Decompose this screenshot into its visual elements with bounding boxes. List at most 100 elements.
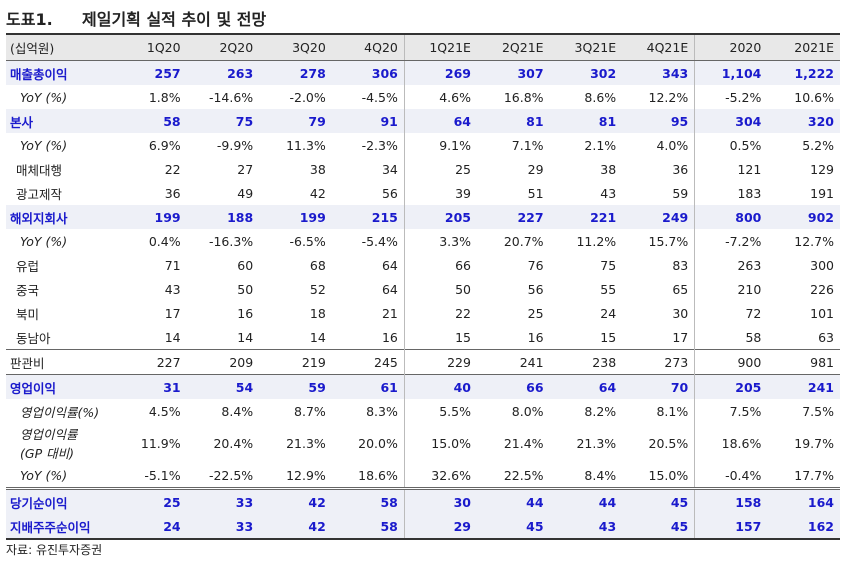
source: 자료: 유진투자증권 — [6, 543, 103, 557]
cell: 43 — [164, 281, 181, 297]
cell: 4.5% — [148, 403, 181, 419]
cell: 2.1% — [584, 137, 617, 153]
table-row: 해외지회사 199 188 199 215 205 227 221 249 800 902 — [6, 205, 840, 229]
cell: 17 — [164, 305, 181, 321]
row-label: YoY (%) — [20, 137, 68, 153]
cell: 39 — [403, 181, 477, 205]
cell: 50 — [403, 277, 477, 301]
cell: 1,104 — [694, 60, 768, 85]
cell: 66 — [403, 253, 477, 277]
cell: -0.4% — [694, 463, 768, 489]
cell: -6.5% — [289, 233, 326, 249]
cell: 257 — [114, 60, 187, 85]
cell: 18 — [309, 305, 326, 321]
cell: 34 — [381, 161, 398, 177]
cell: 199 — [259, 205, 332, 229]
row-label: 영업이익률(%) — [20, 404, 100, 420]
row-label: 광고제작 — [16, 186, 63, 202]
cell: 36 — [164, 185, 181, 201]
row-label: YoY (%) — [20, 89, 68, 105]
row-label: 유럽 — [16, 258, 40, 274]
cell: 129 — [810, 161, 834, 177]
cell: 263 — [694, 253, 768, 277]
column-header: (십억원) — [6, 33, 114, 61]
cell: 209 — [186, 349, 260, 375]
cell: 40 — [403, 374, 477, 399]
cell: -5.2% — [694, 85, 768, 109]
table-row: 광고제작 36 49 42 56 39 51 43 59 183 191 — [6, 181, 840, 205]
cell: 162 — [767, 514, 840, 540]
cell: 22 — [164, 161, 181, 177]
cell: 58 — [694, 325, 768, 350]
cell: 59 — [259, 374, 332, 399]
cell: 3.3% — [403, 229, 477, 253]
cell: 5.2% — [802, 137, 834, 153]
cell: 50 — [237, 281, 254, 297]
cell: 12.7% — [794, 233, 834, 249]
cell: 241 — [767, 374, 840, 399]
cell: 21.4% — [503, 435, 544, 451]
cell: 21.3% — [576, 435, 617, 451]
cell: 157 — [694, 514, 768, 540]
cell: 278 — [259, 60, 332, 85]
figure-number: 도표1. — [6, 10, 53, 29]
table-row: 동남아 14 14 14 16 15 16 15 17 58 63 — [6, 325, 840, 350]
row-label: 영업이익 — [6, 374, 114, 399]
table-row: YoY (%) -5.1% -22.5% 12.9% 18.6% 32.6% 22.5% 8.… — [6, 463, 840, 489]
cell: 205 — [403, 205, 477, 229]
row-label: 해외지회사 — [6, 205, 114, 229]
cell: 91 — [331, 109, 405, 133]
cell: 25 — [527, 305, 544, 321]
cell: 981 — [767, 349, 840, 375]
column-header: 2020 — [694, 33, 768, 61]
cell: 221 — [549, 205, 623, 229]
cell: 55 — [600, 281, 617, 297]
cell: 27 — [237, 161, 254, 177]
cell: 9.1% — [403, 133, 477, 157]
cell: 30 — [672, 305, 689, 321]
cell: 29 — [527, 161, 544, 177]
header-row: (십억원) 1Q20 2Q20 3Q20 4Q20 1Q21E 2Q21E 3Q21E 4Q21… — [6, 33, 840, 61]
cell: 7.1% — [511, 137, 544, 153]
cell: 20.4% — [213, 435, 254, 451]
cell: 199 — [114, 205, 187, 229]
cell: 8.2% — [584, 403, 617, 419]
cell: 64 — [381, 257, 398, 273]
cell: -4.5% — [361, 89, 398, 105]
cell: 7.5% — [694, 399, 768, 423]
cell: 121 — [694, 157, 768, 181]
cell: 183 — [694, 181, 768, 205]
table-row: 영업이익률 (GP 대비) 11.9% 20.4% 21.3% 20.0% 15.0% 21… — [6, 423, 840, 463]
cell: 66 — [476, 374, 550, 399]
column-header: 2Q20 — [186, 33, 260, 61]
table-row: 지배주주순이익 24 33 42 58 29 45 43 45 157 162 — [6, 514, 840, 540]
cell: 219 — [259, 349, 332, 375]
cell: 21 — [381, 305, 398, 321]
cell: 42 — [309, 185, 326, 201]
cell: 45 — [476, 514, 550, 540]
cell: 191 — [810, 185, 834, 201]
table-row: 영업이익 31 54 59 61 40 66 64 70 205 241 — [6, 374, 840, 399]
column-header: 4Q20 — [331, 33, 405, 61]
cell: 12.2% — [648, 89, 689, 105]
row-label: 영업이익률 (GP 대비) — [20, 427, 78, 461]
cell: 58 — [331, 487, 405, 514]
cell: 17 — [672, 329, 689, 345]
cell: 22.5% — [503, 467, 544, 483]
cell: 33 — [186, 514, 260, 540]
cell: 52 — [309, 281, 326, 297]
cell: 8.1% — [656, 403, 689, 419]
table-row: 본사 58 75 79 91 64 81 81 95 304 320 — [6, 109, 840, 133]
cell: 43 — [549, 514, 623, 540]
cell: 12.9% — [286, 467, 326, 483]
cell: 11.9% — [140, 435, 181, 451]
table-row: 당기순이익 25 33 42 58 30 44 44 45 158 164 — [6, 487, 840, 514]
cell: 45 — [622, 487, 695, 514]
cell: 32.6% — [403, 463, 477, 489]
table-row: 유럽 71 60 68 64 66 76 75 83 263 300 — [6, 253, 840, 277]
cell: 17.7% — [794, 467, 834, 483]
cell: 320 — [767, 109, 840, 133]
row-label: 판관비 — [6, 349, 114, 375]
cell: 16 — [381, 329, 398, 345]
